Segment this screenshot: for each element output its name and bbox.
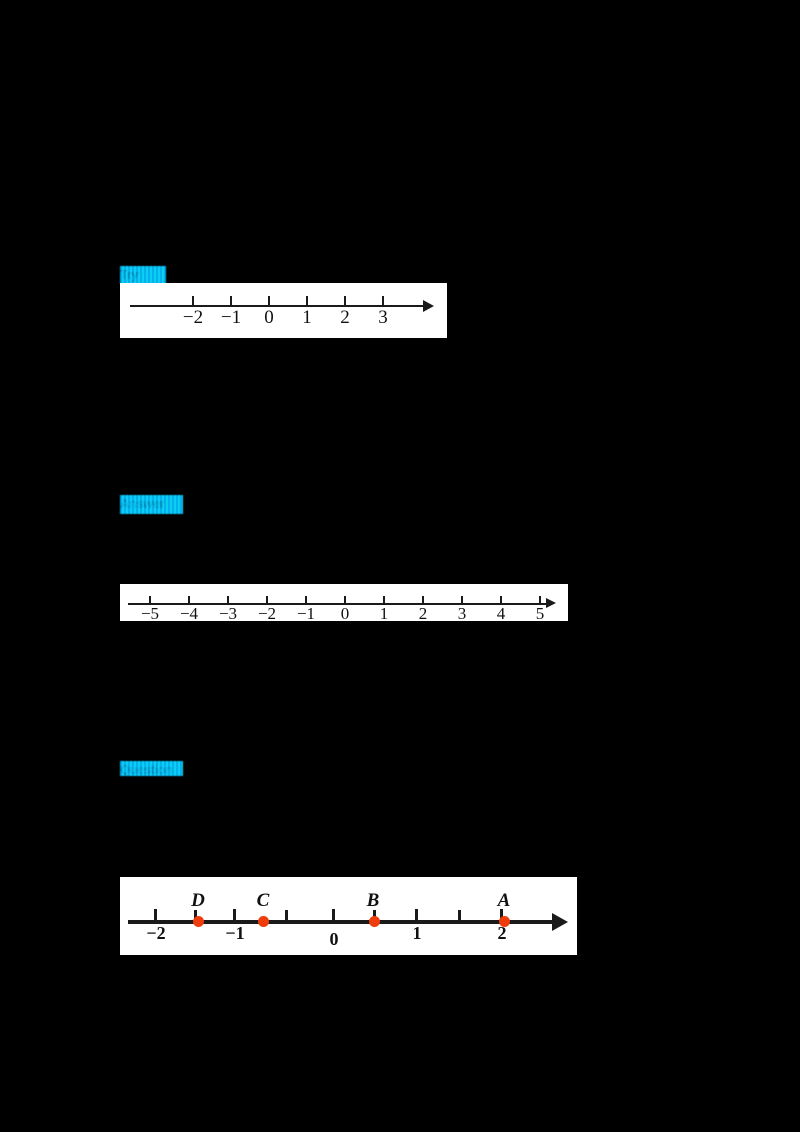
tick-mark [500,596,502,604]
point-marker-a [499,916,510,927]
tick-label: −1 [225,923,245,943]
axis-line [128,603,548,605]
number-line-3-figure: −2 −1 0 1 2 D C B A [120,877,577,955]
point-marker-d [193,916,204,927]
number-line-2: −5 −4 −3 −2 −1 0 1 2 3 4 5 [120,584,568,623]
tick-mark [305,596,307,604]
tick-mark-minor [458,910,461,921]
tick-mark-major [233,909,236,921]
arrow-right-icon [423,300,434,312]
axis-line [130,305,425,307]
tick-mark-minor [194,910,197,921]
tick-label: −1 [220,307,242,328]
tick-mark-major [154,909,157,921]
number-line-3: −2 −1 0 1 2 D C B A [120,877,577,955]
tick-mark [149,596,151,604]
tick-label: −4 [179,604,199,623]
tick-mark [192,296,194,306]
point-label-d: D [191,890,205,911]
tick-mark [344,296,346,306]
tick-label: 4 [496,604,506,623]
tick-mark-major [415,909,418,921]
tick-label: −3 [218,604,238,623]
tick-label: 0 [264,307,274,328]
tick-mark [382,296,384,306]
tick-label: 2 [340,307,350,328]
tick-label: 1 [412,923,422,943]
axis-line [128,920,555,924]
number-line-1-figure: −2 −1 0 1 2 3 [120,283,447,338]
tick-label: 1 [302,307,312,328]
tick-label: 1 [379,604,389,623]
point-label-b: B [366,890,380,911]
tick-label: 3 [457,604,467,623]
tick-mark [266,596,268,604]
heading-redacted-2: Answer [120,495,183,514]
arrow-right-icon [552,913,568,931]
tick-label: −2 [146,923,166,943]
tick-mark [539,596,541,604]
tick-mark [188,596,190,604]
arrow-right-icon [546,598,556,608]
heading-redacted-3: Question [120,761,183,776]
tick-label: 2 [418,604,428,623]
tick-label: 0 [340,604,350,623]
tick-mark [422,596,424,604]
tick-label: −1 [296,604,316,623]
tick-label: 0 [329,929,339,949]
tick-label: 5 [535,604,545,623]
tick-mark-minor [285,910,288,921]
tick-mark [268,296,270,306]
tick-mark [306,296,308,306]
point-label-c: C [256,890,270,911]
tick-mark-minor [373,910,376,921]
tick-mark-major [332,909,335,921]
tick-mark-major [500,909,503,921]
tick-label: 3 [378,307,388,328]
tick-label: −2 [257,604,277,623]
number-line-2-figure: −5 −4 −3 −2 −1 0 1 2 3 4 5 [120,584,568,623]
tick-mark [383,596,385,604]
point-marker-b [369,916,380,927]
heading-redacted-1: Try [120,266,166,284]
number-line-1: −2 −1 0 1 2 3 [120,283,447,338]
tick-label: −2 [182,307,204,328]
tick-mark [461,596,463,604]
tick-label: 2 [497,923,507,943]
tick-mark [230,296,232,306]
point-marker-c [258,916,269,927]
tick-mark [227,596,229,604]
tick-label: −5 [140,604,160,623]
point-label-a: A [497,890,511,911]
tick-mark [344,596,346,604]
